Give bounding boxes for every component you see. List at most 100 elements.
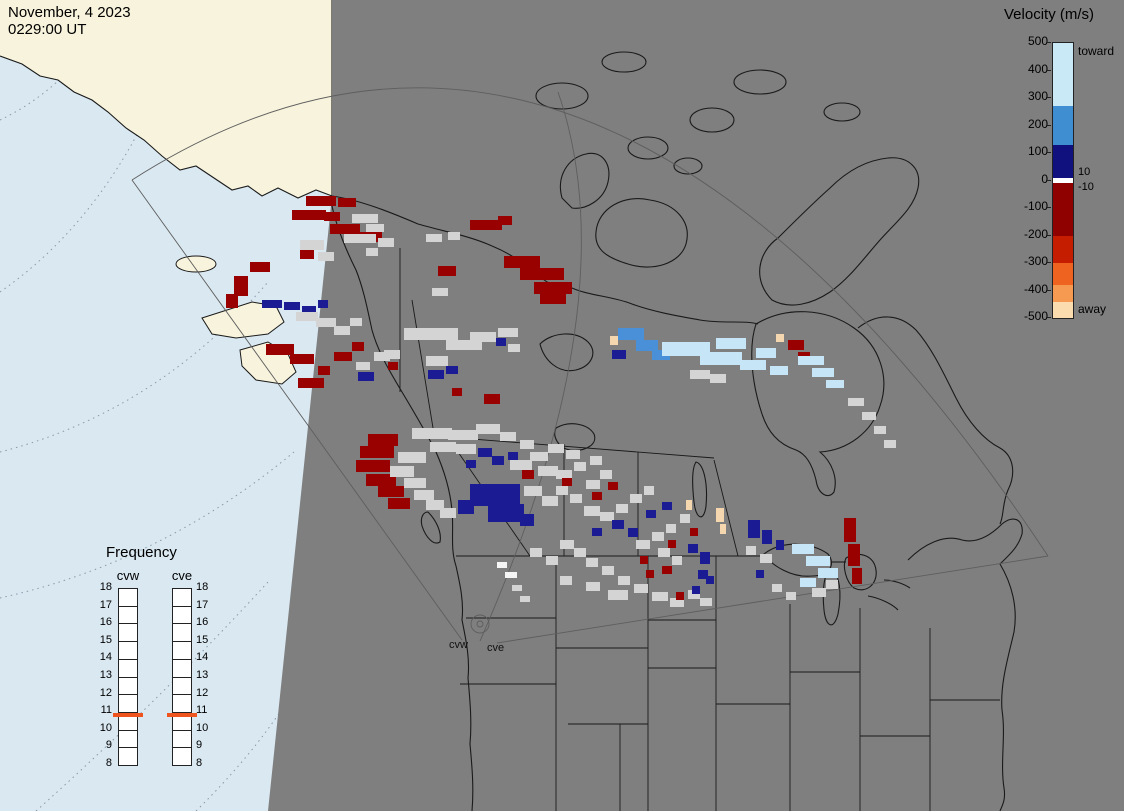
data-cell [318,252,334,261]
frequency-cell [119,641,137,659]
data-cell [720,524,726,534]
data-cell [586,480,600,489]
frequency-cell [119,694,137,712]
frequency-legend-title: Frequency [106,544,177,561]
velocity-tick-label: -400 [1023,281,1048,296]
frequency-tick-label-left: 13 [99,669,112,681]
data-cell [652,532,664,541]
data-cell [756,570,764,578]
data-cell [292,210,326,220]
frequency-cell [173,711,191,730]
time-text: 0229:00 UT [8,21,87,38]
velocity-legend-title: Velocity (m/s) [1004,6,1095,23]
data-cell [352,214,378,223]
data-cell [608,482,618,490]
data-cell [812,368,834,377]
data-cell [360,446,394,458]
data-cell [430,442,456,452]
colorbar-segment [1053,43,1073,107]
data-cell [756,348,776,358]
data-cell [786,592,796,600]
data-cell [670,598,684,607]
data-cell [358,372,374,381]
data-cell [706,576,714,584]
data-cell [700,598,712,606]
fov-outlines [131,87,1049,644]
data-cell [646,510,656,518]
frequency-tick-label-right: 8 [196,757,203,769]
data-cell [456,444,476,454]
data-cell [498,328,518,337]
data-cell [618,576,630,585]
velocity-tick-mark [1046,207,1051,208]
frequency-cell [173,747,191,765]
data-cell [334,352,352,361]
data-cell [478,448,492,457]
data-cell [546,556,558,565]
frequency-cell [173,641,191,659]
data-cell [884,440,896,448]
colorbar-segment [1053,263,1073,285]
data-cell [760,554,772,563]
frequency-tick-label-right: 12 [196,686,209,699]
data-cell [356,460,390,472]
data-cell [592,492,602,500]
data-cell [788,340,804,350]
data-cell [556,470,572,479]
data-cell [770,366,788,375]
colorbar-segment [1053,235,1073,263]
data-cell [352,342,364,351]
data-cell [530,548,542,557]
data-cell [586,582,600,591]
data-cell [378,238,394,247]
data-cell [688,590,700,599]
data-cell [666,524,676,533]
frequency-tick-label-left: 9 [105,739,112,752]
timestamp-block: November, 4 2023 0229:00 UT [8,4,131,38]
data-cell [772,584,782,592]
velocity-tick-label: -100 [1023,199,1048,213]
data-cell [520,514,534,526]
data-cell [466,460,476,468]
data-cell [508,452,518,460]
data-cell [652,350,670,360]
frequency-cell [119,729,137,748]
velocity-tick-mark [1046,42,1051,43]
frequency-tick-label-left: 11 [100,704,112,717]
data-cell [432,288,448,296]
data-cell [404,478,426,488]
velocity-tick-label: 300 [1027,89,1048,103]
velocity-tick-mark [1046,289,1051,291]
data-cell [428,370,444,379]
frequency-cell [173,589,191,606]
data-cell [508,344,520,352]
data-cell [852,568,862,584]
data-cell [512,585,522,591]
data-cell [812,588,826,597]
frequency-tick-label-left: 16 [99,616,112,629]
data-cell [818,568,838,578]
data-cell [298,378,324,388]
velocity-colorbar [1052,42,1074,319]
frequency-tick-label-right: 13 [196,669,209,681]
political-borders [399,248,1000,811]
data-cell [848,544,860,566]
colorbar-segment [1053,144,1073,178]
data-cell [262,300,282,308]
frequency-tick-label-right: 10 [196,721,209,734]
toward-label: toward [1078,44,1115,58]
data-cell [374,352,390,361]
data-cell [874,426,886,434]
data-cell [636,540,650,549]
velocity-tick-mark [1046,69,1051,71]
data-cell [470,220,502,230]
frequency-tick-label-left: 14 [99,651,112,664]
data-cell [296,312,318,321]
data-cell [798,356,824,365]
frequency-cell [119,747,137,765]
data-cell [862,412,876,420]
fov-gray-mask [268,0,1124,811]
data-cell [630,494,642,503]
velocity-tick-label: -500 [1023,309,1048,323]
